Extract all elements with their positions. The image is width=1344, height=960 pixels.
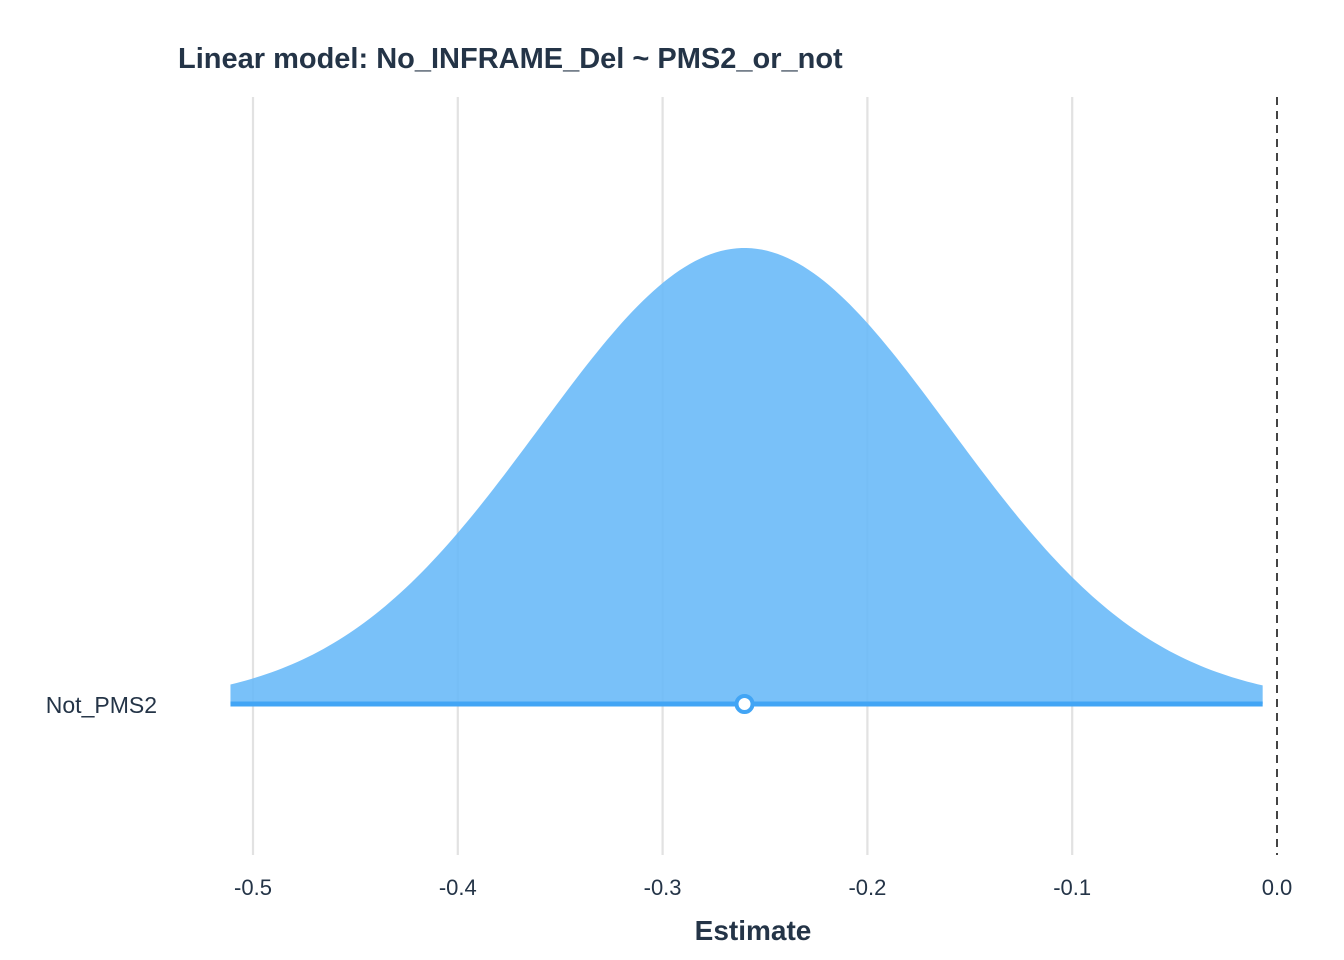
x-tick-label-5: 0.0 bbox=[1262, 875, 1293, 900]
x-tick-label-0: -0.5 bbox=[234, 875, 272, 900]
x-tick-label-1: -0.4 bbox=[439, 875, 477, 900]
density-layer bbox=[230, 248, 1263, 714]
x-tick-labels: -0.5 -0.4 -0.3 -0.2 -0.1 0.0 bbox=[234, 875, 1292, 900]
x-tick-label-4: -0.1 bbox=[1053, 875, 1091, 900]
chart-title: Linear model: No_INFRAME_Del ~ PMS2_or_n… bbox=[178, 43, 843, 75]
x-tick-label-2: -0.3 bbox=[644, 875, 682, 900]
category-label-not-pms2: Not_PMS2 bbox=[46, 692, 157, 718]
density-area-0 bbox=[230, 248, 1263, 704]
point-estimate-0 bbox=[734, 694, 755, 714]
x-tick-label-3: -0.2 bbox=[848, 875, 886, 900]
x-axis-title: Estimate bbox=[695, 915, 812, 946]
